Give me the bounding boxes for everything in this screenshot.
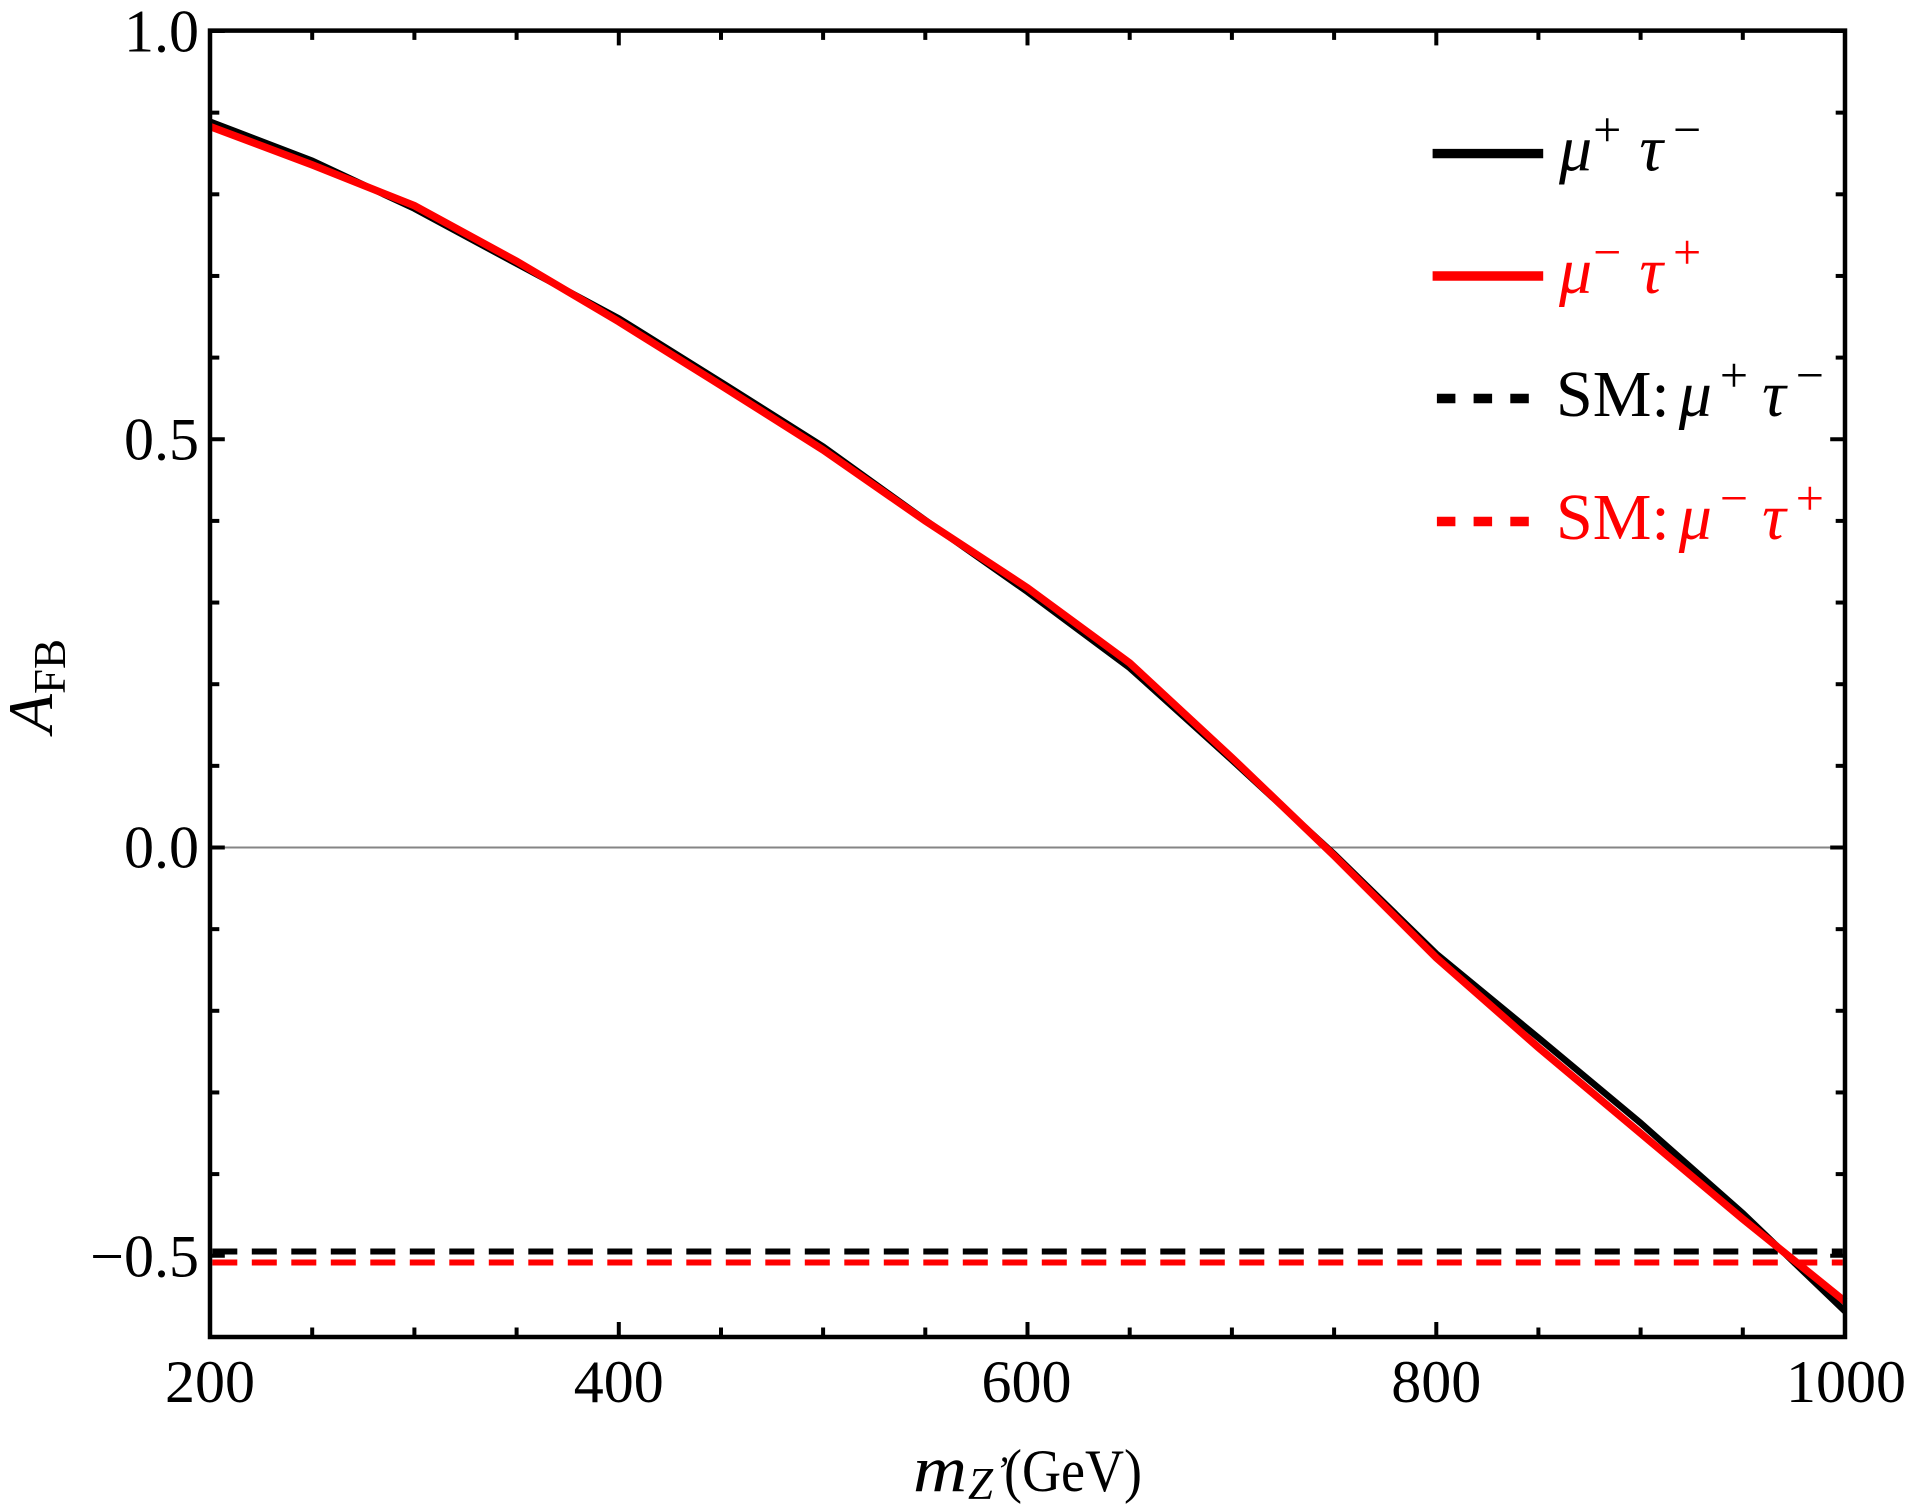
svg-text:1000: 1000 [1786,1349,1905,1415]
svg-text:(GeV): (GeV) [1004,1438,1142,1504]
svg-text:−0.5: −0.5 [90,1224,199,1290]
svg-text:0.0: 0.0 [124,815,199,881]
svg-text:Z: Z [968,1459,994,1504]
svg-text:600: 600 [982,1349,1072,1415]
svg-text:’: ’ [995,1448,1008,1493]
svg-text:800: 800 [1391,1349,1481,1415]
svg-text:0.5: 0.5 [124,407,199,473]
svg-text:SM:μ−τ+: SM: μ − τ + [1556,470,1824,554]
svg-text:200: 200 [165,1349,255,1415]
svg-text:m: m [913,1433,967,1504]
svg-text:μ−τ+: μ− τ + [1558,224,1701,308]
svg-text:AFB: AFB [0,639,75,737]
svg-text:μ+τ−: μ+ τ − [1558,102,1701,186]
svg-text:400: 400 [574,1349,664,1415]
svg-text:1.0: 1.0 [124,0,199,65]
svg-text:SM:μ+τ−: SM: μ + τ − [1556,347,1824,431]
